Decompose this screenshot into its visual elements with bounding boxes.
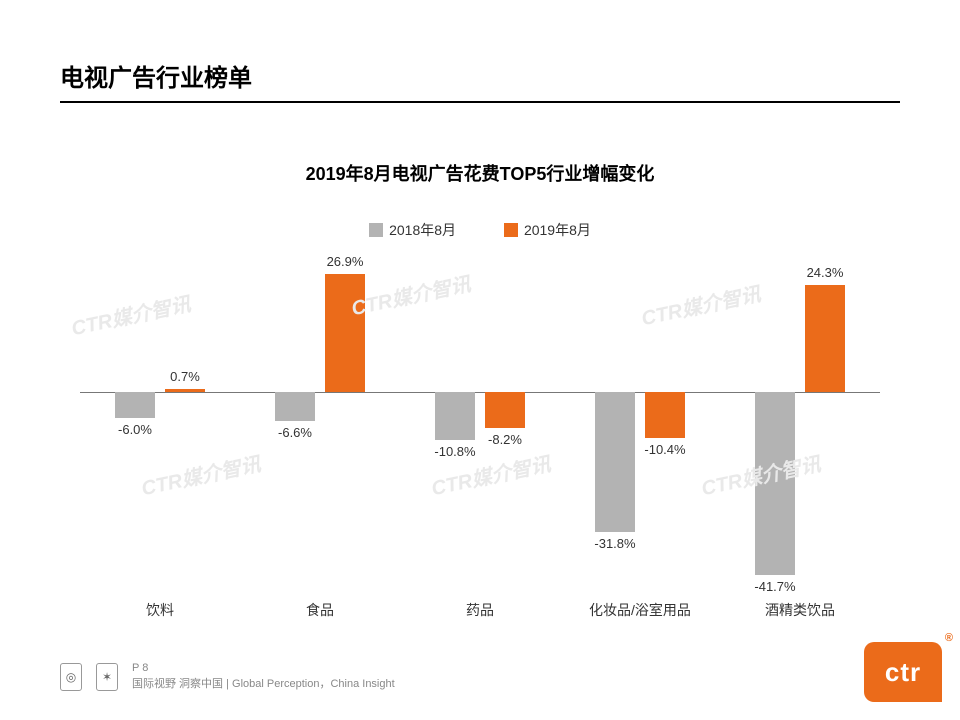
bar-2019 — [485, 392, 525, 428]
legend-label-2018: 2018年8月 — [389, 220, 456, 240]
cert-icon: ◎ — [60, 663, 82, 691]
category-label: 饮料 — [80, 600, 240, 620]
bar-label-2019: -10.4% — [625, 442, 705, 457]
bar-2019 — [325, 274, 365, 392]
logo-text: ctr — [885, 657, 921, 688]
bar-2018 — [275, 392, 315, 421]
slide: 电视广告行业榜单 2019年8月电视广告花费TOP5行业增幅变化 2018年8月… — [0, 0, 960, 720]
bar-2019 — [645, 392, 685, 438]
category-label: 化妆品/浴室用品 — [560, 600, 720, 620]
legend-label-2019: 2019年8月 — [524, 220, 591, 240]
cert-icon: ✶ — [96, 663, 118, 691]
legend-swatch-2018 — [369, 223, 383, 237]
page-number: P 8 — [132, 661, 395, 676]
registered-icon: ® — [945, 632, 954, 644]
bar-2018 — [755, 392, 795, 575]
footer-text: P 8 国际视野 洞察中国 | Global Perception，China … — [132, 661, 395, 692]
bar-label-2019: 0.7% — [145, 369, 225, 384]
category-label: 药品 — [400, 600, 560, 620]
bar-label-2018: -31.8% — [575, 536, 655, 551]
bar-2018 — [115, 392, 155, 418]
legend-item-2018: 2018年8月 — [369, 220, 456, 240]
category-label: 食品 — [240, 600, 400, 620]
bar-label-2019: -8.2% — [465, 432, 545, 447]
bar-label-2018: -6.0% — [95, 422, 175, 437]
bar-label-2019: 26.9% — [305, 254, 385, 269]
legend-item-2019: 2019年8月 — [504, 220, 591, 240]
page-title: 电视广告行业榜单 — [60, 58, 900, 93]
bar-label-2019: 24.3% — [785, 265, 865, 280]
title-bar: 电视广告行业榜单 — [60, 58, 900, 103]
title-underline — [60, 101, 900, 103]
category-label: 酒精类饮品 — [720, 600, 880, 620]
ctr-logo: ctr ® — [864, 642, 942, 702]
legend-swatch-2019 — [504, 223, 518, 237]
chart-plot: -6.0%0.7%饮料-6.6%26.9%食品-10.8%-8.2%药品-31.… — [80, 260, 880, 590]
bar-2019 — [805, 285, 845, 392]
bar-2019 — [165, 389, 205, 392]
legend: 2018年8月 2019年8月 — [0, 220, 960, 240]
bar-2018 — [595, 392, 635, 532]
bar-label-2018: -6.6% — [255, 425, 335, 440]
bar-label-2018: -41.7% — [735, 579, 815, 594]
footer: ◎ ✶ P 8 国际视野 洞察中国 | Global Perception，Ch… — [60, 661, 395, 692]
footer-tagline: 国际视野 洞察中国 | Global Perception，China Insi… — [132, 677, 395, 692]
chart-title: 2019年8月电视广告花费TOP5行业增幅变化 — [0, 160, 960, 186]
